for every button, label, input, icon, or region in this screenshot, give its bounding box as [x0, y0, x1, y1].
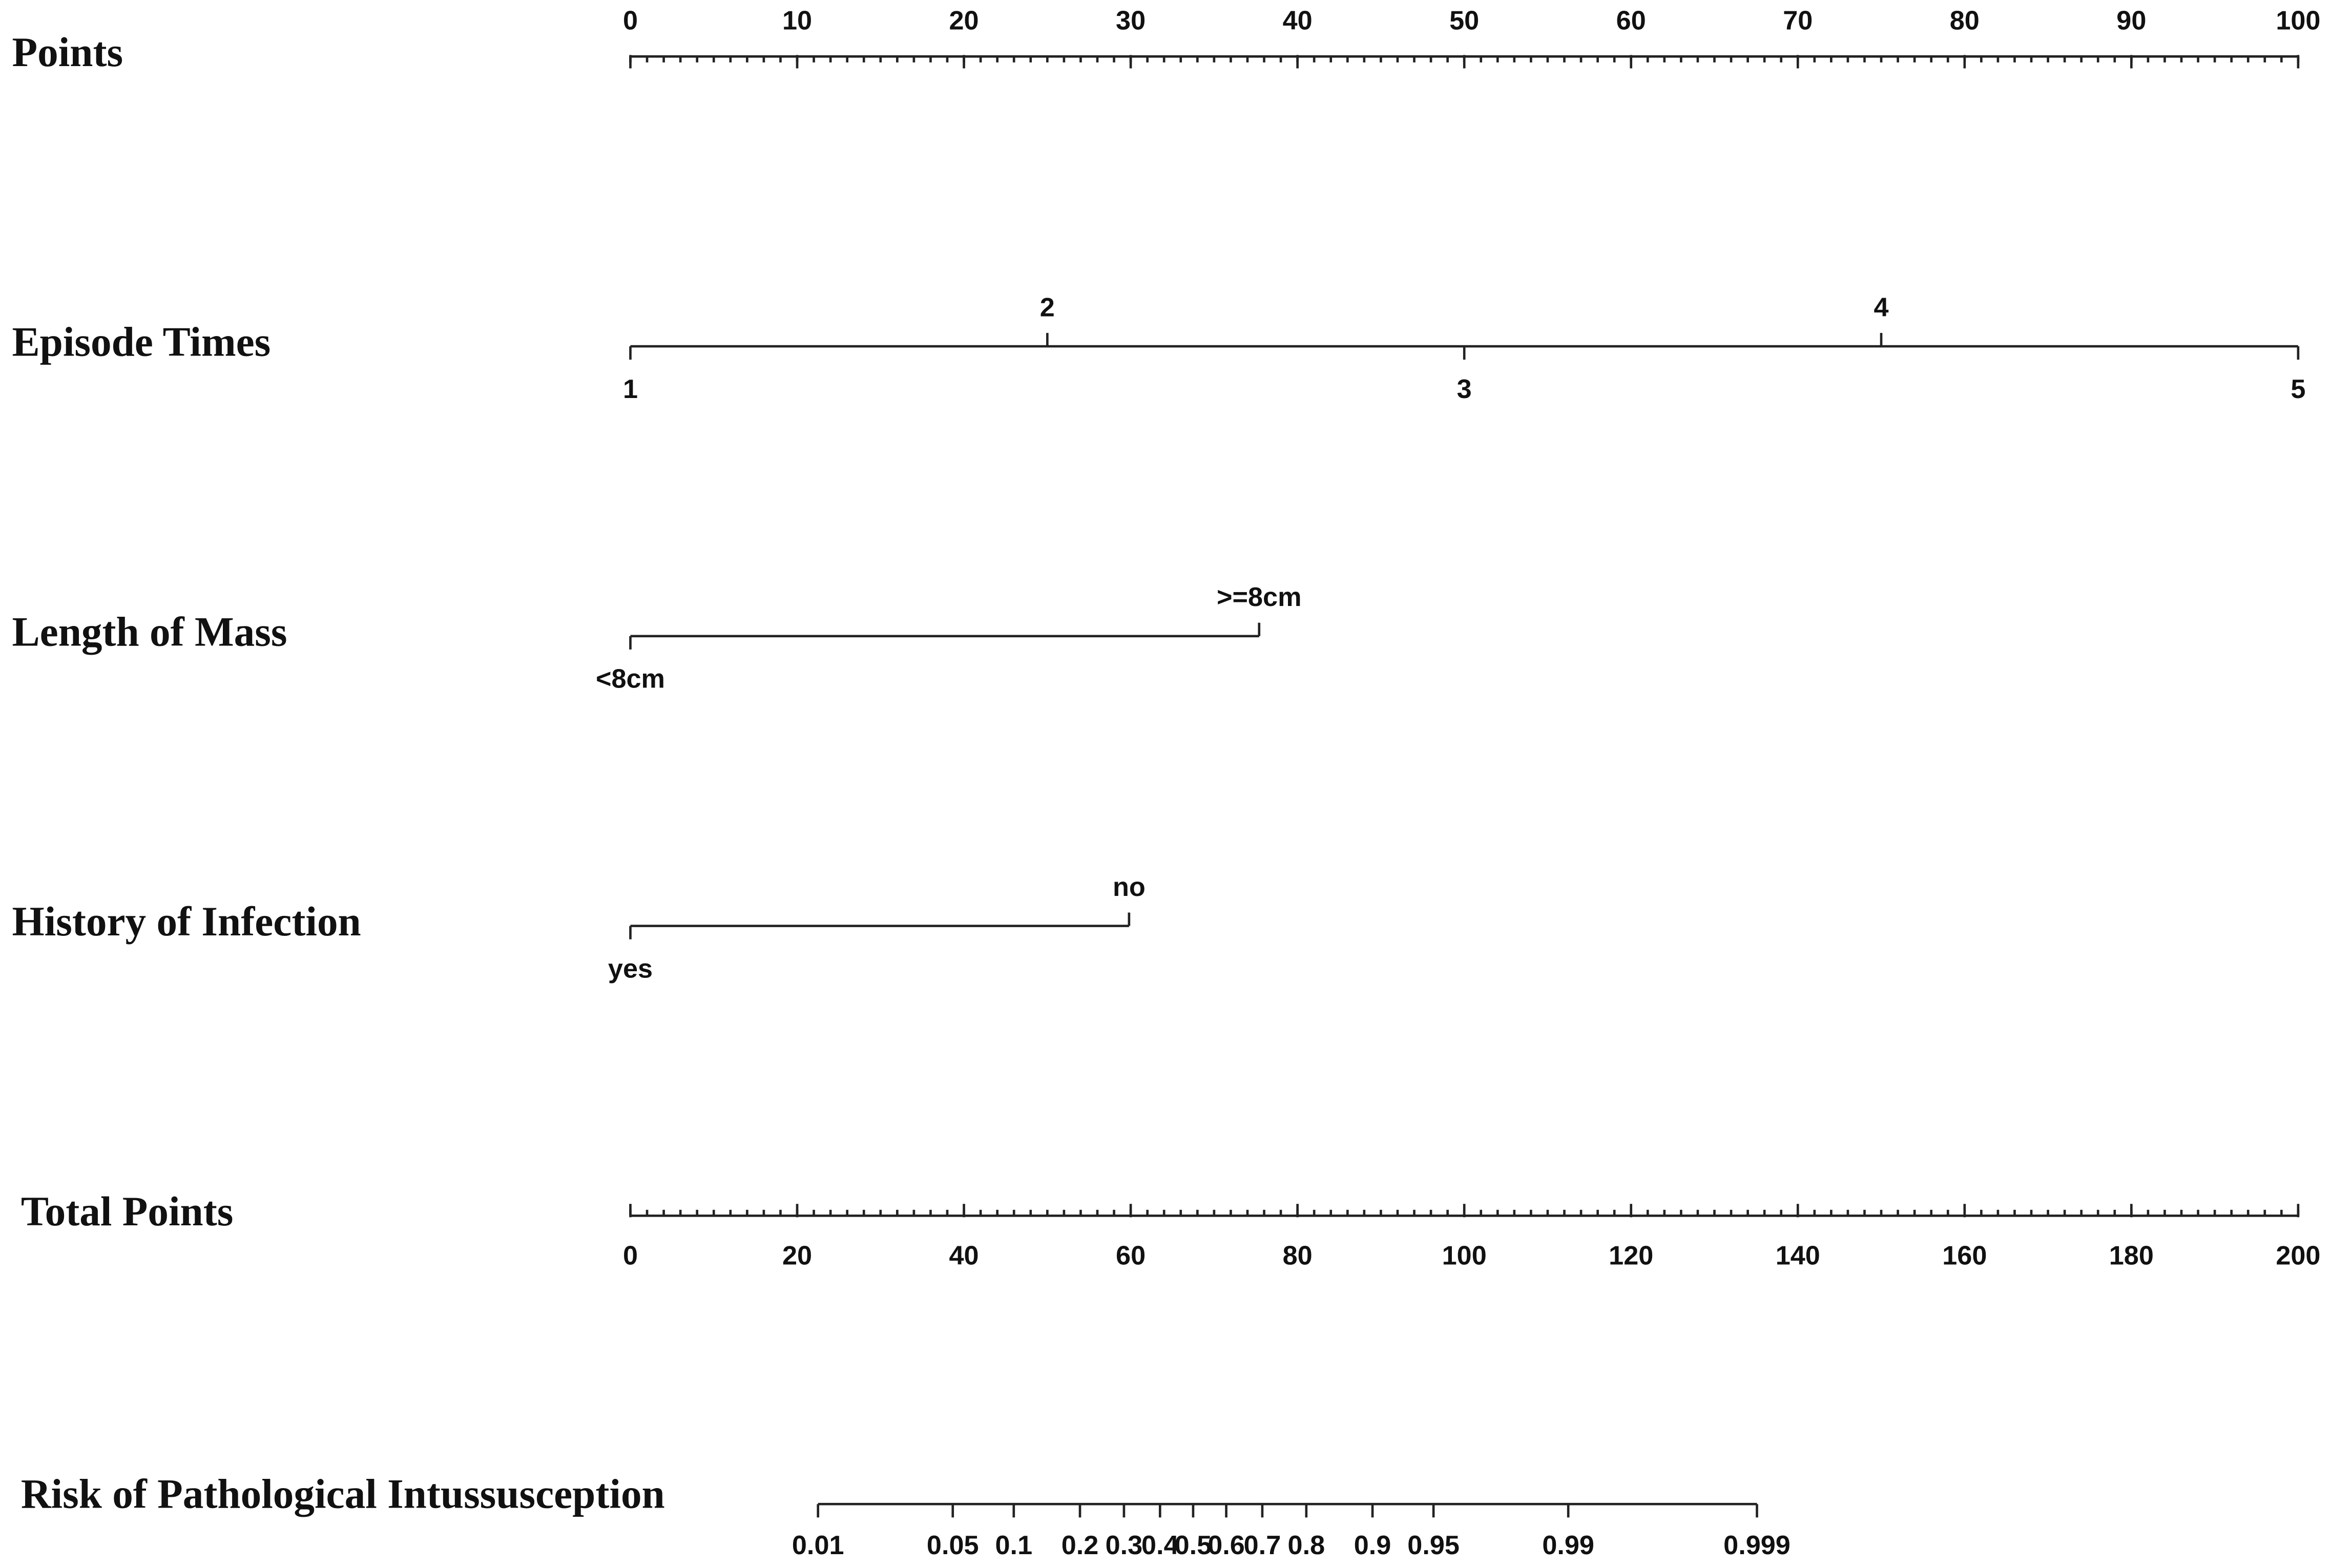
- tick-label: 40: [949, 1241, 979, 1270]
- tick-label: 50: [1449, 6, 1479, 35]
- row-label: Length of Mass: [12, 609, 287, 655]
- row-label: Risk of Pathological Intussusception: [21, 1471, 665, 1517]
- level-label: no: [1113, 872, 1146, 902]
- tick-label: 60: [1616, 6, 1646, 35]
- tick-label: 10: [782, 6, 812, 35]
- tick-label: 0.99: [1542, 1531, 1594, 1560]
- tick-label: 120: [1609, 1241, 1653, 1270]
- tick-label: 140: [1776, 1241, 1820, 1270]
- level-label: yes: [608, 954, 653, 984]
- tick-label: 100: [1442, 1241, 1487, 1270]
- level-label: >=8cm: [1217, 582, 1302, 612]
- row-label: Points: [12, 29, 123, 75]
- level-label: <8cm: [596, 664, 665, 694]
- tick-label: 0.1: [995, 1531, 1033, 1560]
- tick-label: 0.05: [927, 1531, 979, 1560]
- tick-label: 80: [1283, 1241, 1313, 1270]
- tick-label: 0.3: [1106, 1531, 1143, 1560]
- tick-label: 100: [2276, 6, 2320, 35]
- tick-label: 200: [2276, 1241, 2320, 1270]
- tick-label: 0: [623, 1241, 638, 1270]
- tick-label: 80: [1950, 6, 1980, 35]
- tick-label: 0.01: [792, 1531, 844, 1560]
- tick-label: 180: [2109, 1241, 2154, 1270]
- tick-label: 70: [1783, 6, 1813, 35]
- tick-label: 60: [1116, 1241, 1146, 1270]
- tick-label: 20: [949, 6, 979, 35]
- tick-label: 0.7: [1244, 1531, 1281, 1560]
- tick-label: 0.95: [1407, 1531, 1460, 1560]
- tick-label: 0.999: [1723, 1531, 1791, 1560]
- tick-label: 160: [1942, 1241, 1987, 1270]
- tick-label: 0.9: [1354, 1531, 1391, 1560]
- tick-label: 20: [782, 1241, 812, 1270]
- tick-label: 0.5: [1175, 1531, 1212, 1560]
- tick-label: 0.6: [1208, 1531, 1245, 1560]
- row-label: Episode Times: [12, 319, 270, 365]
- tick-label: 40: [1283, 6, 1313, 35]
- tick-label: 0: [623, 6, 638, 35]
- tick-label: 0.2: [1062, 1531, 1099, 1560]
- tick-label: 0.8: [1288, 1531, 1325, 1560]
- row-label: History of Infection: [12, 898, 361, 945]
- tick-label: 0.4: [1141, 1531, 1179, 1560]
- level-label: 1: [623, 374, 638, 404]
- row-label: Total Points: [21, 1188, 233, 1235]
- tick-label: 30: [1116, 6, 1146, 35]
- level-label: 5: [2291, 374, 2305, 404]
- level-label: 4: [1874, 292, 1889, 322]
- level-label: 2: [1040, 292, 1055, 322]
- tick-label: 90: [2116, 6, 2146, 35]
- level-label: 3: [1457, 374, 1472, 404]
